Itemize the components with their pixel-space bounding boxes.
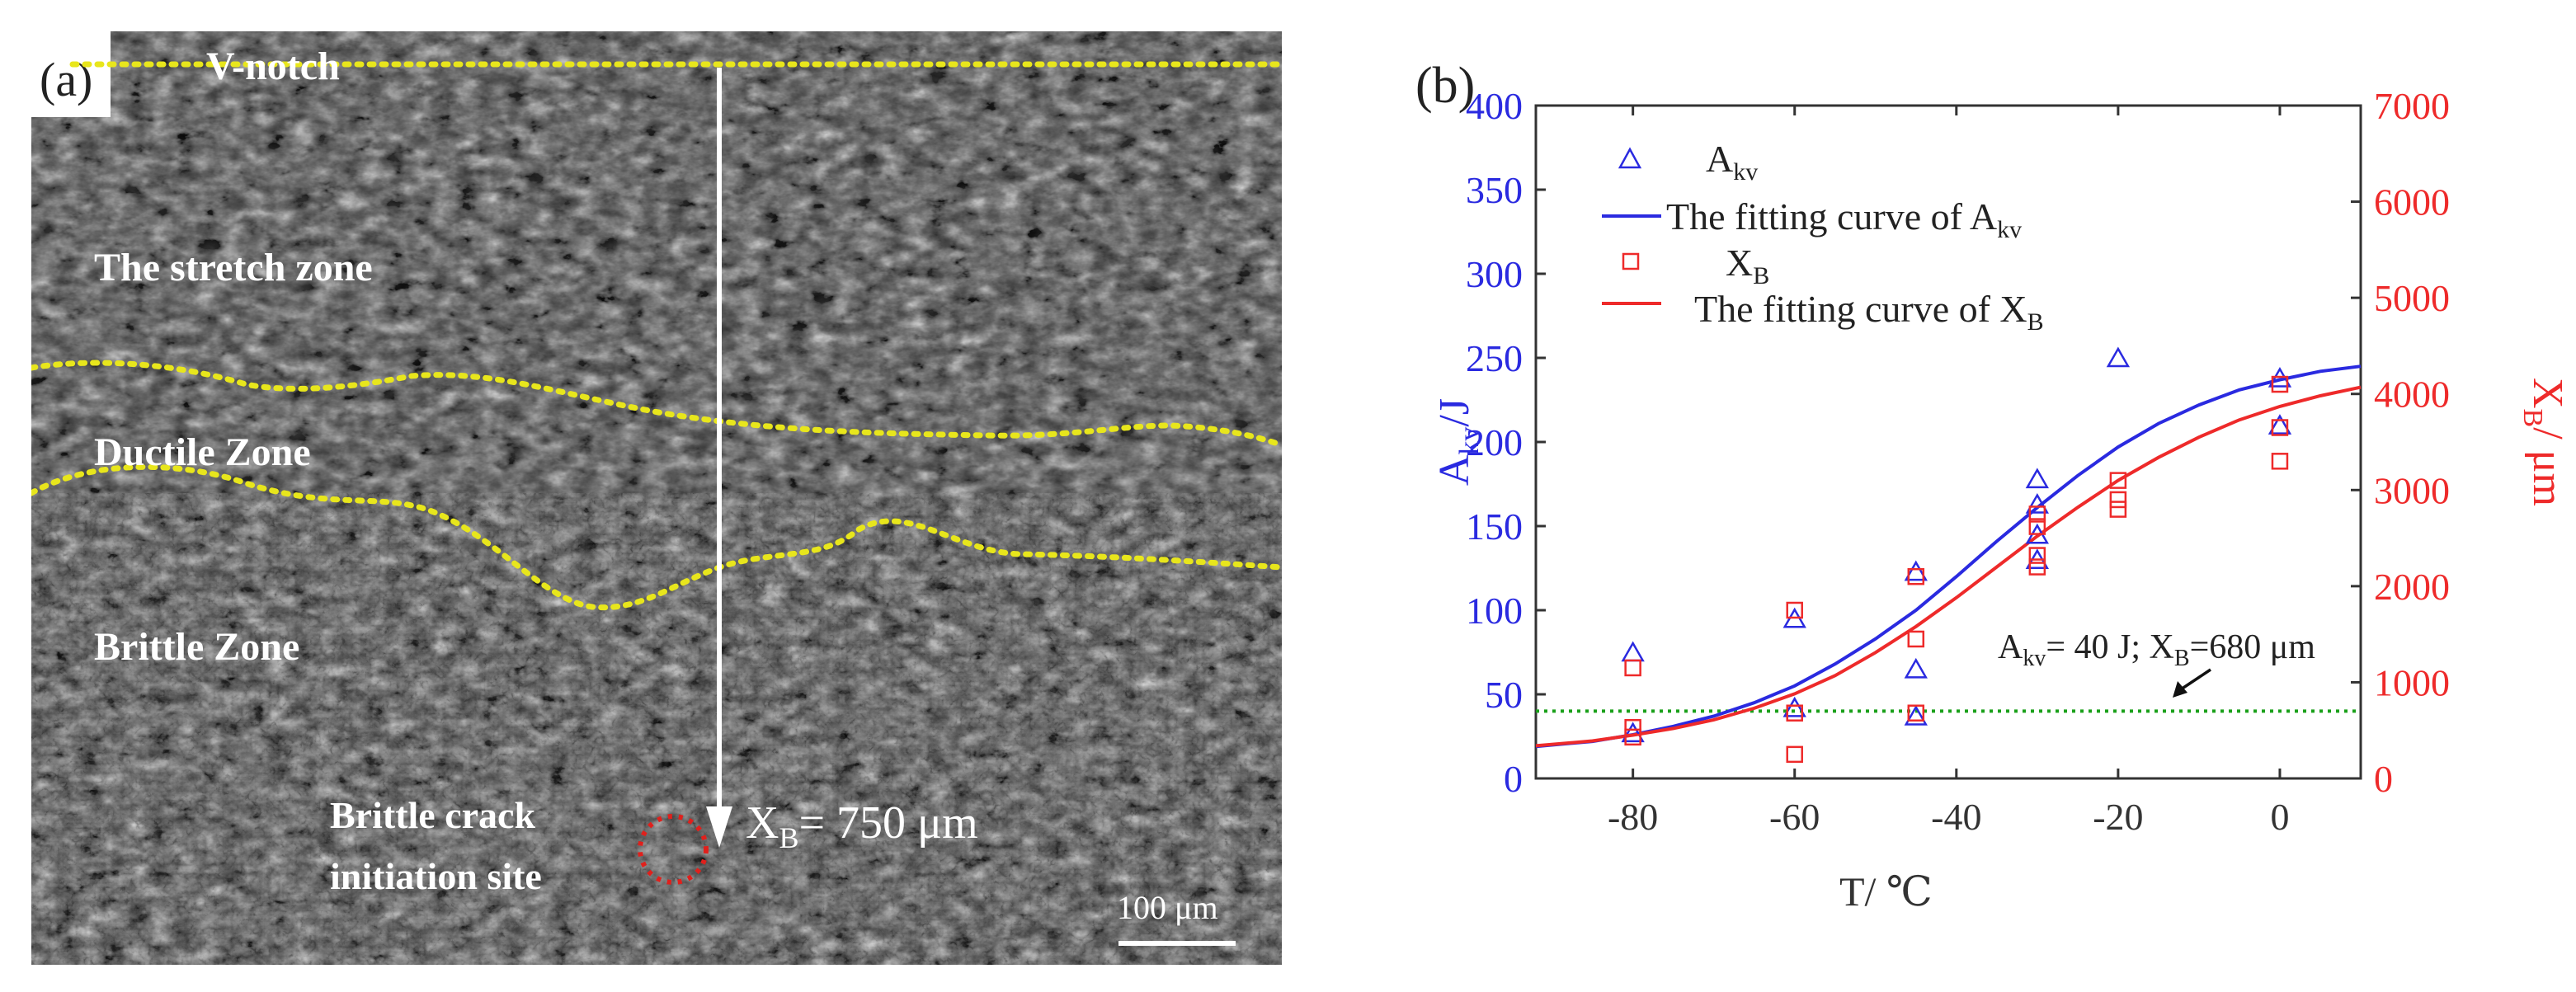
legend-square-marker: [1622, 252, 1640, 270]
legend-triangle-marker: [1618, 147, 1642, 169]
xb-data-point: [1786, 704, 1803, 722]
legend-label-xb: XB: [1726, 242, 1769, 289]
legend-item-akv-fit: The fitting curve of Akv: [1602, 195, 2022, 243]
right-y-tick-label: 0: [2374, 758, 2393, 800]
right-y-axis-label: XB/ μm: [2517, 378, 2571, 506]
xb-data-point: [1786, 601, 1803, 619]
crack-site-label-line1: Brittle crack: [330, 794, 535, 836]
akv-data-point: [1904, 560, 1928, 581]
legend-item-xb: XB: [1622, 242, 1769, 289]
ductile-zone-label: Ductile Zone: [94, 430, 311, 474]
stretch-zone-label: The stretch zone: [94, 246, 373, 289]
akv-fit-curve: [1535, 364, 2362, 749]
left-y-tick-label: 400: [1466, 85, 1523, 127]
chart-panel: (b) -80 -60 -40 -20 0 0 50 100 150 200 250 300 350 40…: [1415, 58, 2571, 914]
xb-data-point: [1786, 745, 1803, 764]
legend-label-xb-fit: The fitting curve of XB: [1694, 288, 2044, 336]
right-y-tick-label: 7000: [2374, 85, 2450, 127]
right-y-tick-label: 6000: [2374, 181, 2450, 223]
right-y-tick-label: 1000: [2374, 661, 2450, 703]
xb-data-point: [1907, 567, 1925, 585]
xb-measurement-label: XB= 750 μm: [746, 797, 978, 854]
xb-data-point: [2028, 547, 2046, 564]
legend-item-akv: Akv: [1618, 138, 1758, 186]
ductile-zone-upper-boundary: [31, 360, 1282, 449]
akv-data-point: [1621, 641, 1645, 662]
xb-data-point: [2028, 558, 2046, 576]
akv-data-point: [2268, 414, 2292, 435]
ductile-zone-lower-boundary: [31, 463, 1282, 611]
akv-data-point: [1904, 705, 1928, 726]
x-tick-label: 0: [2270, 796, 2289, 838]
x-tick-label: -60: [1769, 796, 1820, 838]
x-tick-label: -20: [2093, 796, 2143, 838]
xb-data-point: [2109, 472, 2127, 489]
xb-data-point: [2109, 491, 2127, 509]
legend: Akv The fitting curve of Akv XB The fitt…: [1602, 138, 2044, 336]
right-y-tick-label: 3000: [2374, 469, 2450, 511]
xb-fit-curve: [1535, 385, 2362, 748]
xb-data-point: [1907, 704, 1925, 722]
panel-label-box: [31, 31, 111, 117]
crack-site-label-line2: initiation site: [330, 855, 542, 897]
left-y-tick-label: 150: [1466, 505, 1523, 548]
x-tick-label: -80: [1608, 796, 1658, 838]
v-notch-label: V-notch: [206, 45, 340, 88]
brittle-zone-label: Brittle Zone: [94, 625, 299, 669]
left-y-tick-label: 300: [1466, 253, 1523, 295]
left-y-tick-label: 200: [1466, 421, 1523, 463]
xb-data-point: [1624, 718, 1641, 736]
left-y-tick-label: 50: [1485, 674, 1523, 716]
legend-label-akv-fit: The fitting curve of Akv: [1666, 195, 2022, 243]
xb-data-point: [2271, 453, 2289, 470]
akv-data-point: [2025, 468, 2049, 489]
threshold-pointer-arrow: [2173, 668, 2211, 698]
panel-a-label: (a): [40, 53, 92, 106]
akv-data-point: [1782, 696, 1806, 717]
threshold-annotation: Akv= 40 J; XB=680 μm: [1998, 628, 2315, 671]
left-y-tick-label: 250: [1466, 337, 1523, 379]
crack-initiation-circle: [638, 814, 709, 885]
fractograph-panel: (a) V-notch The stretch zone Ductile Zon…: [31, 31, 1282, 965]
xb-data-point: [1907, 630, 1925, 648]
distance-arrow: [706, 68, 732, 848]
legend-label-akv: Akv: [1706, 138, 1758, 186]
left-y-tick-label: 100: [1466, 590, 1523, 632]
right-y-tick-label: 4000: [2374, 374, 2450, 416]
xb-data-point: [2271, 419, 2289, 436]
x-axis-label: T/ ℃: [1839, 868, 1933, 914]
legend-item-xb-fit: The fitting curve of XB: [1602, 288, 2044, 336]
akv-data-point: [2106, 346, 2131, 368]
akv-data-point: [2025, 492, 2049, 514]
right-y-tick-label: 2000: [2374, 566, 2450, 608]
xb-data-point: [2028, 518, 2046, 535]
panel-b-label: (b): [1415, 58, 1475, 114]
akv-data-point: [1621, 722, 1645, 743]
left-y-tick-label: 350: [1466, 169, 1523, 211]
xb-data-point: [1624, 728, 1641, 746]
right-y-tick-label: 5000: [2374, 277, 2450, 319]
akv-data-point: [1904, 657, 1928, 679]
xb-data-point: [2028, 505, 2046, 523]
xb-data-point: [2109, 501, 2127, 518]
scale-bar-label: 100 μm: [1117, 889, 1218, 926]
xb-data-point: [1624, 659, 1641, 677]
x-tick-label: -40: [1931, 796, 1981, 838]
xb-data-point: [2271, 375, 2289, 393]
left-y-axis-label: Akv/J: [1431, 398, 1485, 486]
left-y-tick-label: 0: [1504, 758, 1523, 800]
